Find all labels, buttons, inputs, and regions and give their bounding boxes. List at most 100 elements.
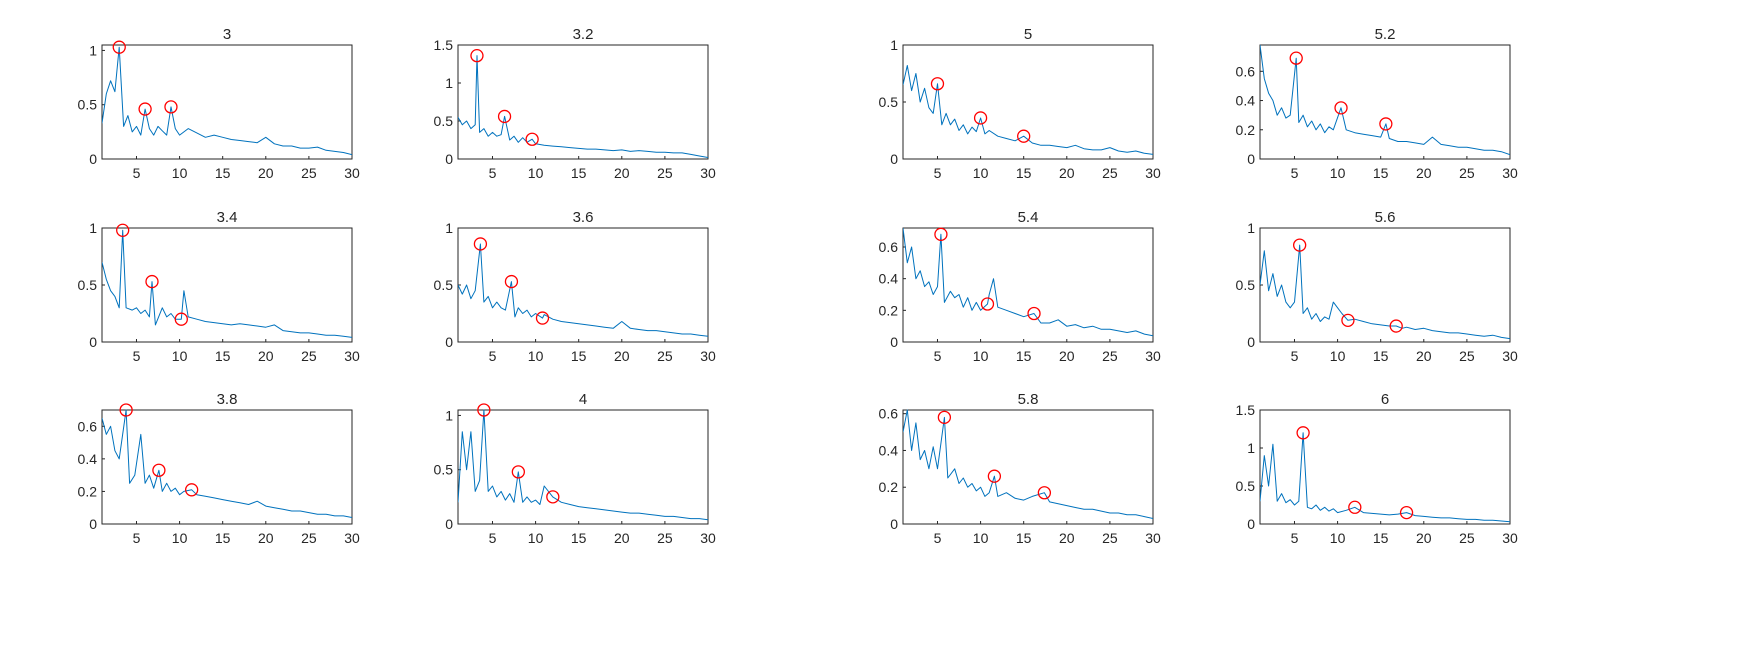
y-tick-label: 0 xyxy=(890,516,898,532)
subplot-title: 4 xyxy=(579,391,587,408)
peak-marker xyxy=(185,483,199,497)
peak-marker xyxy=(1289,51,1303,65)
subplot-title: 3.8 xyxy=(217,391,238,408)
x-tick-label: 5 xyxy=(489,165,497,181)
peak-marker xyxy=(511,465,525,479)
x-tick-label: 25 xyxy=(657,165,673,181)
axes-box xyxy=(902,227,1154,343)
subplot-6: 3.6 5 10 15 20 25 30 0 0.5 1 xyxy=(434,209,716,364)
y-tick-label: 0 xyxy=(890,151,898,167)
x-tick-label: 15 xyxy=(1016,348,1032,364)
y-tick-label: 0 xyxy=(445,516,453,532)
subplot-5: 3.4 5 10 15 20 25 30 0 0.5 1 xyxy=(78,209,360,364)
x-tick-label: 10 xyxy=(172,530,188,546)
y-tick-label: 1 xyxy=(445,407,453,423)
peak-marker xyxy=(1341,313,1355,327)
x-tick-label: 20 xyxy=(1059,165,1075,181)
y-tick-label: 0 xyxy=(1247,334,1255,350)
peak-marker xyxy=(973,111,988,125)
x-tick-label: 30 xyxy=(1502,530,1518,546)
y-tick-label: 0.2 xyxy=(879,479,899,495)
x-tick-label: 15 xyxy=(215,165,231,181)
x-tick-label: 5 xyxy=(489,348,497,364)
x-tick-label: 25 xyxy=(301,165,317,181)
peak-marker xyxy=(1348,500,1362,514)
x-tick-label: 10 xyxy=(1330,348,1346,364)
series-line xyxy=(102,229,352,338)
x-tick-label: 15 xyxy=(1373,165,1389,181)
subplot-8: 5.6 5 10 15 20 25 30 0 0.5 1 xyxy=(1236,209,1518,364)
x-tick-label: 30 xyxy=(1502,165,1518,181)
series-line xyxy=(458,55,708,158)
x-tick-label: 25 xyxy=(301,530,317,546)
axes-box xyxy=(457,227,709,343)
x-tick-label: 25 xyxy=(657,530,673,546)
x-tick-label: 20 xyxy=(1059,530,1075,546)
y-tick-label: 0.4 xyxy=(1236,93,1256,109)
subplot-12: 6 5 10 15 20 25 30 0 0.5 1 1.5 xyxy=(1236,391,1518,546)
series-line xyxy=(1260,44,1510,156)
peak-marker xyxy=(1399,505,1414,520)
x-tick-label: 25 xyxy=(1102,348,1118,364)
peak-marker xyxy=(934,227,948,241)
peak-marker xyxy=(1334,101,1348,115)
x-tick-label: 20 xyxy=(614,530,630,546)
x-tick-label: 15 xyxy=(571,348,587,364)
series-line xyxy=(903,409,1153,519)
subplot-7: 5.4 5 10 15 20 25 30 0 0.2 0.4 0.6 xyxy=(879,209,1161,364)
x-tick-label: 5 xyxy=(934,530,942,546)
x-tick-label: 15 xyxy=(571,530,587,546)
peak-marker xyxy=(1017,129,1031,143)
x-tick-label: 10 xyxy=(528,530,544,546)
x-tick-label: 10 xyxy=(172,348,188,364)
x-tick-label: 15 xyxy=(571,165,587,181)
subplot-title: 3.2 xyxy=(573,26,594,43)
subplot-title: 5.8 xyxy=(1018,391,1039,408)
series-line xyxy=(102,409,352,518)
peak-marker xyxy=(525,132,539,146)
x-tick-label: 30 xyxy=(344,165,360,181)
peak-marker xyxy=(174,312,188,326)
x-tick-label: 30 xyxy=(700,165,716,181)
series-line xyxy=(1260,432,1510,523)
x-tick-label: 15 xyxy=(215,348,231,364)
x-tick-label: 30 xyxy=(1145,165,1161,181)
x-tick-label: 30 xyxy=(1145,530,1161,546)
axes-box xyxy=(1259,44,1511,160)
y-tick-label: 0.4 xyxy=(879,442,899,458)
peak-marker xyxy=(116,223,130,237)
x-tick-label: 5 xyxy=(934,348,942,364)
peak-marker xyxy=(535,311,550,325)
peak-marker xyxy=(1293,238,1307,252)
y-tick-label: 0 xyxy=(1247,516,1255,532)
subplot-10: 4 5 10 15 20 25 30 0 0.5 1 xyxy=(434,391,716,546)
x-tick-label: 20 xyxy=(1416,530,1432,546)
x-tick-label: 30 xyxy=(1502,348,1518,364)
subplot-3: 5 5 10 15 20 25 30 0 0.5 1 xyxy=(879,26,1161,181)
x-tick-label: 20 xyxy=(1416,165,1432,181)
x-tick-label: 25 xyxy=(657,348,673,364)
x-tick-label: 15 xyxy=(215,530,231,546)
y-tick-label: 0.2 xyxy=(879,302,899,318)
subplot-2: 3.2 5 10 15 20 25 30 0 0.5 1 1.5 xyxy=(434,26,716,181)
series-line xyxy=(458,409,708,521)
x-tick-label: 15 xyxy=(1016,165,1032,181)
axes-box xyxy=(457,409,709,525)
x-tick-label: 25 xyxy=(1459,348,1475,364)
y-tick-label: 0.5 xyxy=(434,113,454,129)
subplot-title: 3.4 xyxy=(217,209,238,226)
x-tick-label: 5 xyxy=(1291,165,1299,181)
y-tick-label: 0 xyxy=(890,334,898,350)
x-tick-label: 20 xyxy=(258,165,274,181)
y-tick-label: 1 xyxy=(89,220,97,236)
y-tick-label: 1 xyxy=(890,37,898,53)
y-tick-label: 0.5 xyxy=(78,277,98,293)
x-tick-label: 30 xyxy=(700,348,716,364)
axes-box xyxy=(101,409,353,525)
axes-box xyxy=(1259,227,1511,343)
subplot-title: 5.4 xyxy=(1018,209,1039,226)
y-tick-label: 1 xyxy=(89,42,97,58)
peak-marker xyxy=(546,490,560,504)
